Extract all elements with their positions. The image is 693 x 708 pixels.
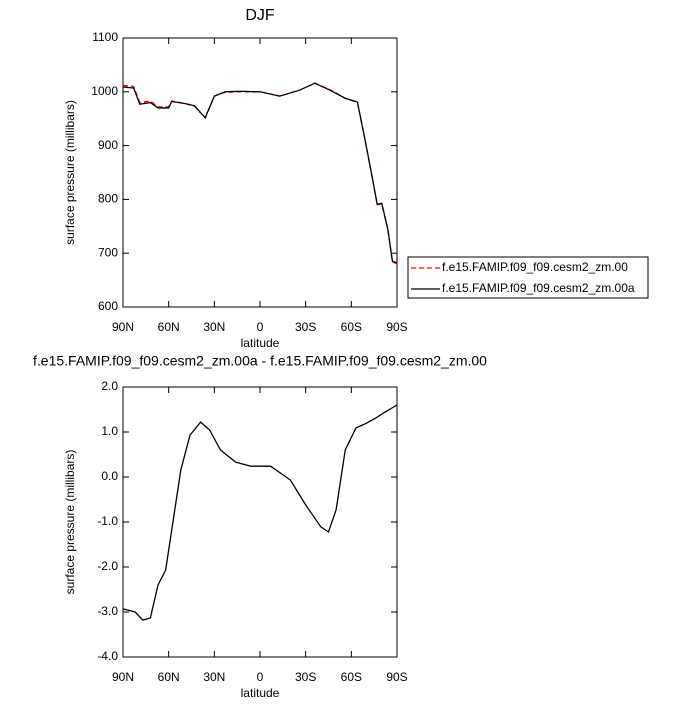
x-tick-label: 30N [203,670,225,684]
x-tick-label: 90N [112,670,134,684]
x-tick-label: 90S [386,320,407,334]
x-tick-label: 90N [112,320,134,334]
y-tick-label: 1100 [92,30,118,44]
y-axis-label: surface pressure (millibars) [63,100,77,245]
x-axis-label: latitude [241,336,280,350]
y-tick-label: -3.0 [97,604,118,618]
legend-label: f.e15.FAMIP.f09_f09.cesm2_zm.00 [442,260,628,274]
y-tick-label: 0.0 [101,469,118,483]
y-tick-label: 1000 [91,84,118,98]
y-tick-label: 1.0 [101,424,118,438]
x-tick-label: 60S [341,320,362,334]
y-tick-label: 700 [98,245,118,259]
y-axis-label: surface pressure (millibars) [63,450,77,595]
x-tick-label: 30N [203,320,225,334]
data-line [122,82,398,265]
y-tick-label: 900 [98,138,118,152]
x-tick-label: 60S [341,670,362,684]
plot-frame [122,37,398,308]
legend-label: f.e15.FAMIP.f09_f09.cesm2_zm.00a [442,281,635,295]
data-line [122,404,398,621]
x-tick-label: 90S [386,670,407,684]
x-tick-label: 0 [257,670,264,684]
x-axis-label: latitude [241,686,280,700]
y-tick-label: 2.0 [101,379,118,393]
y-tick-label: 800 [98,192,118,206]
legend-box [407,256,649,299]
chart-title: f.e15.FAMIP.f09_f09.cesm2_zm.00a - f.e15… [33,353,487,369]
chart-title: DJF [245,7,275,24]
x-tick-label: 60N [158,320,180,334]
x-tick-label: 0 [257,320,264,334]
x-tick-label: 30S [295,670,316,684]
y-tick-label: 600 [98,299,118,313]
data-line [122,82,398,264]
y-tick-label: -1.0 [97,514,118,528]
y-tick-label: -2.0 [97,559,118,573]
x-tick-label: 30S [295,320,316,334]
x-tick-label: 60N [158,670,180,684]
y-tick-label: -4.0 [97,649,118,663]
